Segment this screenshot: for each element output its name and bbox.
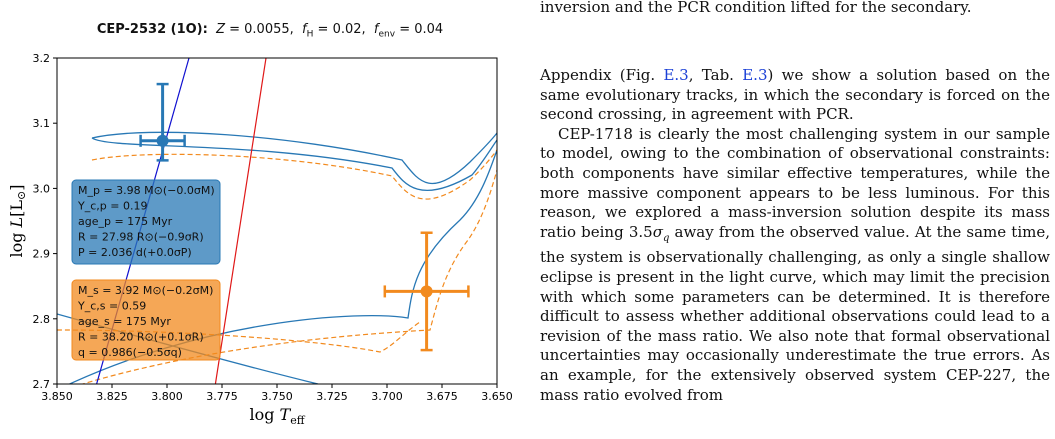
box-line: R = 38.20 R⊙(+0.1σR) bbox=[78, 331, 204, 344]
x-axis-label: log Teff bbox=[249, 405, 305, 427]
x-tick-label: 3.675 bbox=[426, 390, 458, 403]
box-line: Y_c,p = 0.19 bbox=[77, 200, 147, 213]
y-tick-label: 2.9 bbox=[33, 248, 51, 261]
y-tick-label: 3.0 bbox=[33, 182, 51, 195]
x-tick-label: 3.725 bbox=[316, 390, 348, 403]
figure-title-z: Z = 0.0055, fH = 0.02, fenv = 0.04 bbox=[216, 22, 444, 40]
caption-fragment: inversion and the PCR condition lifted f… bbox=[540, 0, 972, 16]
body-text: Appendix (Fig. E.3, Tab. E.3) we show a … bbox=[540, 66, 1050, 405]
ref-fig-e3[interactable]: E.3 bbox=[663, 66, 689, 84]
instability-strip-red-edge bbox=[214, 58, 267, 384]
paragraph-2: CEP-1718 is clearly the most challenging… bbox=[540, 124, 1050, 404]
secondary-parameters-box: M_s = 3.92 M⊙(−0.2σM) Y_c,s = 0.59 age_s =… bbox=[71, 279, 221, 361]
y-tick-label: 2.7 bbox=[33, 378, 51, 391]
box-background bbox=[71, 179, 221, 265]
box-line: M_p = 3.98 M⊙(−0.0σM) bbox=[78, 184, 215, 197]
box-line: age_p = 175 Myr bbox=[78, 215, 173, 228]
x-tick-label: 3.850 bbox=[41, 390, 73, 403]
point-primary bbox=[139, 82, 186, 162]
x-tick-label: 3.775 bbox=[206, 390, 238, 403]
point-marker bbox=[420, 285, 433, 298]
primary-parameters-box: M_p = 3.98 M⊙(−0.0σM) Y_c,p = 0.19 age_p =… bbox=[71, 179, 221, 265]
box-line: q = 0.986(−0.5σq) bbox=[78, 346, 182, 359]
box-line: R = 27.98 R⊙(−0.9σR) bbox=[78, 231, 204, 244]
point-secondary bbox=[383, 231, 470, 352]
axis-ticks: 3.850 3.825 3.800 3.775 3.750 3.725 3.700 3.675… bbox=[33, 52, 513, 403]
x-tick-label: 3.650 bbox=[481, 390, 513, 403]
box-line: age_s = 175 Myr bbox=[78, 315, 171, 328]
box-line: M_s = 3.92 M⊙(−0.2σM) bbox=[78, 284, 213, 297]
box-line: P = 2.036 d(+0.0σP) bbox=[78, 246, 192, 259]
parameter-boxes: M_p = 3.98 M⊙(−0.0σM) Y_c,p = 0.19 age_p =… bbox=[71, 179, 221, 361]
x-tick-label: 3.800 bbox=[151, 390, 183, 403]
paragraph-1: Appendix (Fig. E.3, Tab. E.3) we show a … bbox=[540, 66, 1050, 124]
hr-diagram: M_p = 3.98 M⊙(−0.0σM) Y_c,p = 0.19 age_p =… bbox=[7, 52, 513, 427]
box-background bbox=[71, 279, 221, 361]
y-tick-label: 3.2 bbox=[33, 52, 51, 65]
x-tick-label: 3.825 bbox=[96, 390, 128, 403]
y-tick-label: 3.1 bbox=[33, 117, 51, 130]
y-tick-label: 2.8 bbox=[33, 313, 51, 326]
box-line: Y_c,s = 0.59 bbox=[77, 300, 146, 313]
data-points bbox=[139, 82, 470, 352]
y-axis-label: log L[L⊙] bbox=[7, 184, 28, 257]
x-tick-label: 3.750 bbox=[261, 390, 293, 403]
x-tick-label: 3.700 bbox=[371, 390, 403, 403]
point-marker bbox=[156, 134, 169, 147]
figure-title: CEP-2532 (1O): Z = 0.0055, fH = 0.02, fe… bbox=[60, 22, 480, 40]
figure-title-name: CEP-2532 (1O): bbox=[96, 22, 208, 37]
ref-tab-e3[interactable]: E.3 bbox=[742, 66, 768, 84]
